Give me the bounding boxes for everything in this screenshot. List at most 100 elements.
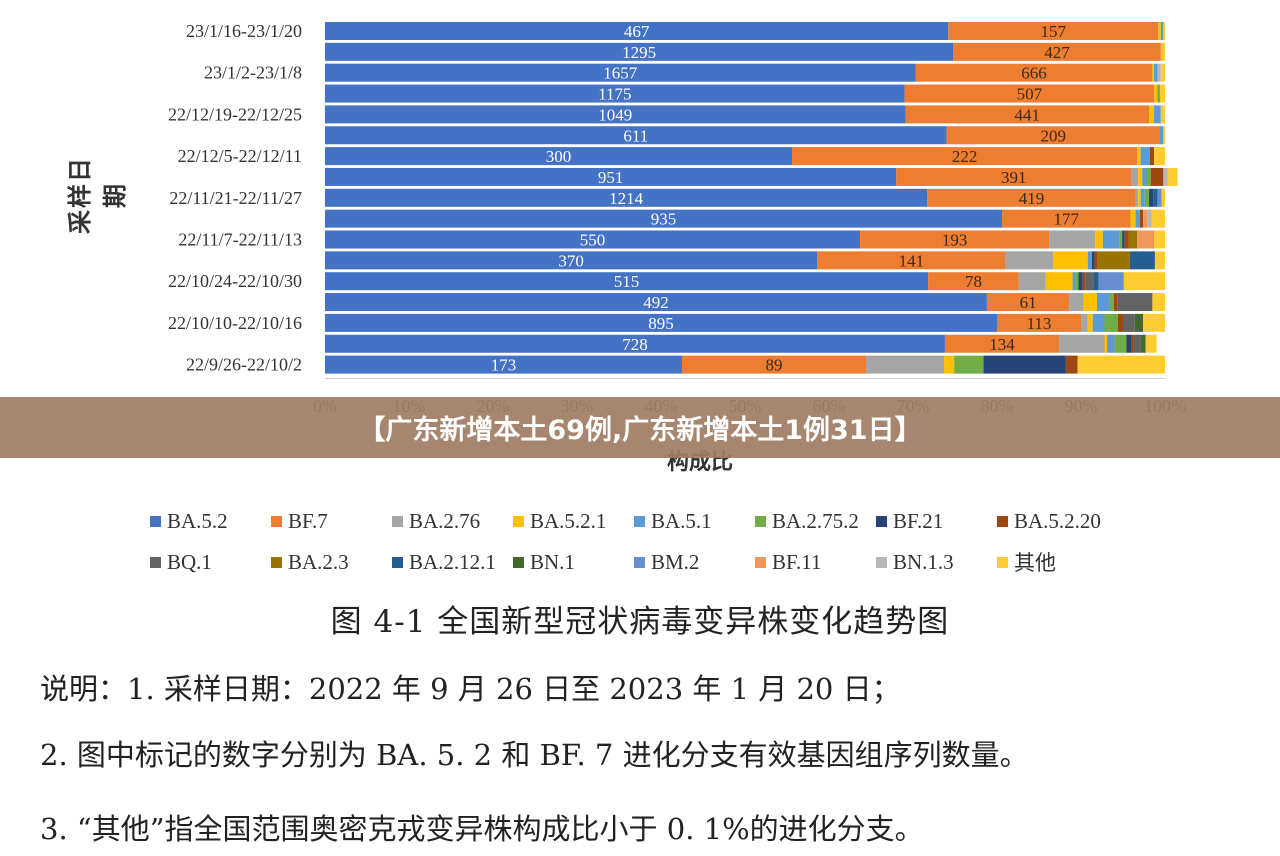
bar-segment <box>1096 293 1110 312</box>
legend-swatch <box>392 556 403 568</box>
bar-segment <box>1140 147 1150 166</box>
bar-segment <box>1163 22 1165 40</box>
bar-segment <box>1138 188 1141 207</box>
bar-segment <box>1154 63 1158 82</box>
bar-segment <box>1157 188 1162 207</box>
bar-segment <box>1128 230 1138 249</box>
bar-segment <box>325 230 861 249</box>
data-label: 1175 <box>598 85 631 104</box>
bar-segment <box>948 22 1159 40</box>
data-label: 222 <box>952 147 978 166</box>
bar-segment <box>1149 188 1154 207</box>
bar-segment <box>325 105 906 124</box>
y-tick-label: 22/9/26-22/10/2 <box>186 355 302 375</box>
bar-segment <box>817 251 1006 270</box>
note-line-1: 说明：1. 采样日期：2022 年 9 月 26 日至 2023 年 1 月 2… <box>40 672 901 706</box>
legend-item: BA.2.76 <box>392 508 513 534</box>
bar-segment <box>946 126 1160 145</box>
bar-segment <box>1045 272 1073 291</box>
bar-segment <box>1114 334 1127 353</box>
bar-segment <box>325 355 682 374</box>
bar-segment <box>1159 84 1165 103</box>
data-label: 1214 <box>609 189 644 208</box>
legend-item: BF.7 <box>271 508 392 534</box>
bar-segment <box>1104 334 1108 353</box>
bar-segment <box>325 272 929 291</box>
bar-segment <box>1104 313 1118 332</box>
legend-item: 其他 <box>997 549 1118 575</box>
legend-swatch <box>755 556 766 568</box>
chart-legend: BA.5.2 BF.7 BA.2.76 BA.5.2.1 BA.5.1 BA.2.75.2… <box>150 508 1150 575</box>
stacked-bar-chart: 467 157 23/1/16-23/1/20 1295 427 1657 666 23/1/… <box>168 21 1186 416</box>
y-tick-label: 22/10/24-22/10/30 <box>168 271 302 291</box>
bar-segment <box>1157 63 1161 82</box>
legend-item: BA.2.75.2 <box>755 508 876 534</box>
bar-segment <box>1160 63 1165 82</box>
data-label: 515 <box>614 272 640 291</box>
bar-segment <box>792 147 1138 166</box>
figure-caption: 图 4-1 全国新型冠状病毒变异株变化趋势图 <box>330 604 950 640</box>
legend-label: BF.21 <box>893 508 944 533</box>
bar-segment <box>1018 272 1046 291</box>
bar-segment <box>1097 251 1130 270</box>
bar-segment <box>1143 313 1165 332</box>
legend-swatch <box>876 556 887 568</box>
legend-item: BN.1.3 <box>876 549 997 575</box>
data-label: 89 <box>765 356 782 375</box>
bar-segment <box>1167 167 1178 186</box>
bar-segment <box>1005 251 1054 270</box>
bar-segment <box>1154 251 1165 270</box>
legend-label: BA.2.75.2 <box>772 508 859 533</box>
legend-item: BA.5.1 <box>634 508 755 534</box>
bar-segment <box>1129 251 1155 270</box>
bar-segment <box>325 42 954 61</box>
bar-segment <box>325 334 945 353</box>
bar-segment <box>953 42 1161 61</box>
bar-segment <box>1082 272 1086 291</box>
bar-segment <box>905 105 1150 124</box>
bar-segment <box>1126 334 1132 353</box>
note-line-2: 2. 图中标记的数字分别为 BA. 5. 2 和 BF. 7 进化分支有效基因组… <box>40 738 1029 772</box>
data-label: 728 <box>622 335 648 354</box>
bar-segment <box>1140 334 1146 353</box>
data-label: 1657 <box>603 64 638 83</box>
legend-label: BA.5.1 <box>651 508 712 533</box>
legend-swatch <box>271 556 282 568</box>
bar-segment <box>1152 63 1155 82</box>
bar-segment <box>1072 272 1076 291</box>
legend-label: BA.5.2.1 <box>530 508 607 533</box>
bar-segment <box>1092 313 1105 332</box>
bar-segment <box>1163 167 1168 186</box>
data-label: 1049 <box>598 105 632 124</box>
bar-segment <box>1131 334 1134 353</box>
legend-swatch <box>150 515 161 527</box>
bar-segment <box>997 313 1081 332</box>
legend-item: BM.2 <box>634 549 755 575</box>
title-banner: 【广东新增本土69例,广东新增本土1例31日】 <box>0 397 1280 458</box>
y-tick-label: 22/11/7-22/11/13 <box>178 230 302 250</box>
bar-segment <box>1139 209 1144 228</box>
legend-item: BA.5.2 <box>150 508 271 534</box>
bar-segment <box>1002 209 1131 228</box>
bar-segment <box>904 84 1155 103</box>
bar-segment <box>944 334 1060 353</box>
bar-segment <box>1113 293 1118 312</box>
bar-segment <box>1049 230 1096 249</box>
bar-segment <box>1117 293 1153 312</box>
data-label: 467 <box>624 22 650 41</box>
data-label: 113 <box>1027 314 1052 333</box>
legend-label: BA.2.12.1 <box>409 549 496 574</box>
bar-segment <box>1087 251 1092 270</box>
legend-label: BQ.1 <box>167 549 212 574</box>
data-label: 300 <box>546 147 572 166</box>
banner-title: 【广东新增本土69例,广东新增本土1例31日】 <box>358 415 922 446</box>
bar-segment <box>325 84 905 103</box>
bar-segment <box>1094 251 1098 270</box>
bar-segment <box>1153 188 1158 207</box>
note-line-3: 3. “其他”指全国范围奥密克戎变异株构成比小于 0. 1%的进化分支。 <box>40 812 924 846</box>
data-label: 441 <box>1014 105 1040 124</box>
bar-segment <box>1093 272 1099 291</box>
bar-segment <box>1154 105 1161 124</box>
legend-item: BQ.1 <box>150 549 271 575</box>
data-label: 157 <box>1041 22 1067 41</box>
